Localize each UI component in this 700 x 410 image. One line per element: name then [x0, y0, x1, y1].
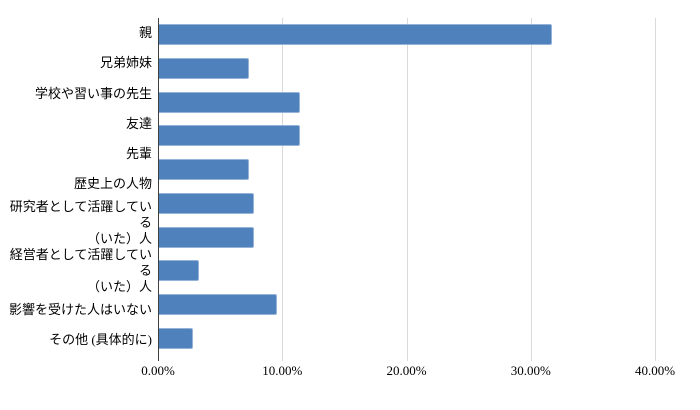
bar-0 [158, 24, 552, 46]
x-tick-label-40: 40.00% [634, 363, 676, 378]
gridline-30 [530, 18, 532, 361]
x-tick-label-10: 10.00% [262, 363, 303, 378]
bar-8 [158, 293, 278, 315]
bar-row [158, 85, 687, 119]
category-label-6: 研究者として活躍している （いた）人 [9, 199, 152, 247]
bar-row [158, 288, 687, 322]
bar-row [158, 254, 687, 288]
category-label-2: 学校や習い事の先生 [34, 85, 152, 101]
bar-row [158, 18, 687, 52]
x-tick-label-0: 0.00% [141, 363, 175, 378]
category-label-8: 影響を受けた人はいない [8, 301, 152, 317]
category-label-9: その他 (具体的に) [49, 331, 152, 347]
x-tick-label-20: 20.00% [386, 363, 427, 378]
gridline-20 [406, 18, 408, 361]
bar-7 [158, 260, 199, 282]
category-label-4: 先輩 [125, 146, 152, 162]
gridline-40 [655, 18, 656, 361]
category-label-1: 兄弟姉妹 [99, 55, 152, 71]
bar-1 [158, 58, 249, 80]
bar-4 [158, 159, 249, 181]
bar-2 [158, 91, 300, 113]
bar-6 [158, 226, 254, 248]
bar-3 [158, 125, 300, 147]
gridline-10 [282, 18, 284, 361]
bar-row [158, 153, 687, 187]
x-tick-label-30: 30.00% [510, 363, 551, 378]
category-axis-labels: 親兄弟姉妹学校や習い事の先生友達先輩歴史上の人物研究者として活躍している （いた… [0, 18, 152, 355]
bar-row [158, 187, 687, 221]
bar-row [158, 220, 687, 254]
bar-row [158, 321, 687, 355]
plot-area [158, 18, 687, 361]
bar-9 [158, 327, 193, 349]
bar-row [158, 119, 687, 153]
category-label-3: 友達 [125, 115, 152, 131]
category-label-7: 経営者として活躍している （いた）人 [9, 246, 152, 294]
category-label-0: 親 [138, 25, 152, 41]
bar-row [158, 52, 687, 86]
category-axis-line [158, 18, 159, 361]
bar-5 [158, 192, 254, 214]
category-label-5: 歴史上の人物 [73, 176, 152, 192]
bar-rows [158, 18, 687, 355]
